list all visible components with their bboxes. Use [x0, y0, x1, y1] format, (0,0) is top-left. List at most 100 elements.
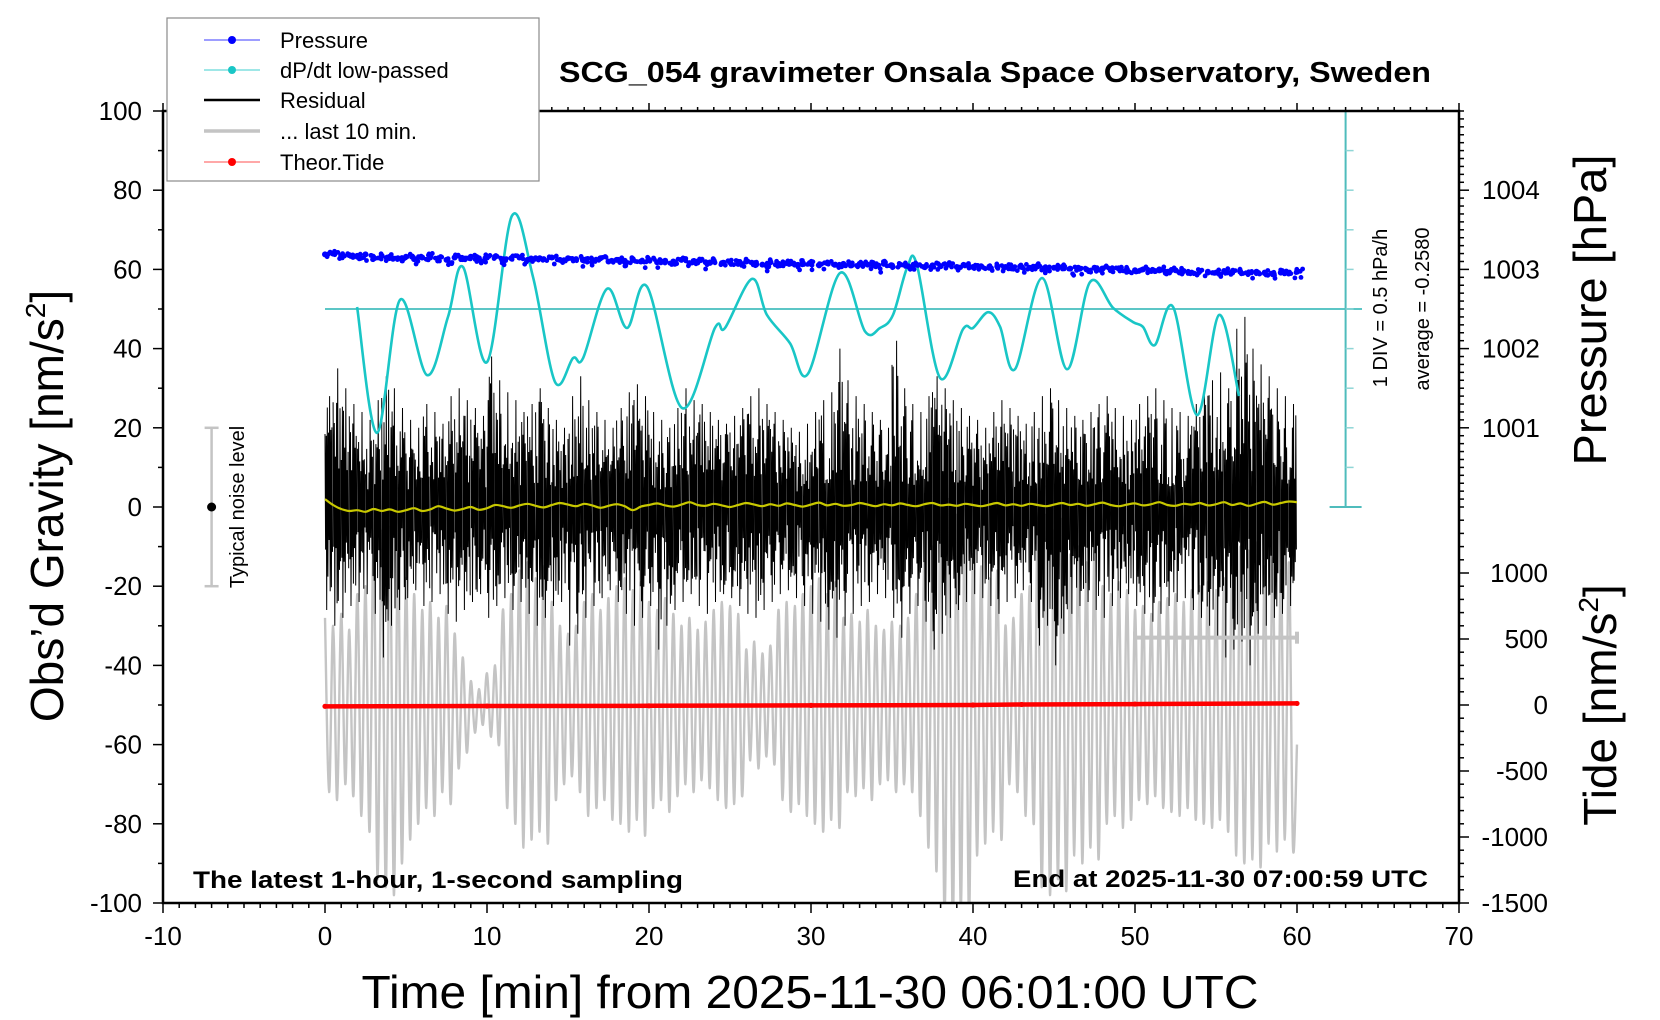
pressure-point: [1066, 266, 1072, 272]
sampling-note: The latest 1-hour, 1-second sampling: [193, 867, 683, 894]
residual-bin: [737, 407, 747, 607]
pressure-point: [1018, 262, 1024, 268]
residual-bin: [1013, 415, 1022, 599]
pressure-point: [1110, 269, 1116, 275]
residual-bin: [883, 427, 892, 599]
pressure-point: [553, 253, 559, 259]
pressure-point: [494, 254, 500, 259]
pressure-point: [472, 252, 478, 258]
residual-bin: [462, 400, 471, 611]
pressure-tick-label: 1002: [1482, 334, 1540, 364]
pressure-point: [1293, 270, 1299, 275]
residual-bin: [1256, 364, 1265, 634]
tide-axis-title-main: Tide [nm/s: [1574, 613, 1626, 826]
residual-bin: [842, 380, 852, 626]
tide-point: [322, 703, 328, 709]
y-tick-label: 40: [113, 334, 142, 364]
legend-label-tide: Theor.Tide: [280, 150, 384, 175]
pressure-point: [800, 258, 805, 263]
pressure-point: [1161, 264, 1167, 270]
pressure-point: [651, 255, 656, 261]
residual-bin: [1191, 403, 1200, 611]
residual-bin: [510, 400, 520, 611]
pressure-point: [896, 261, 902, 266]
residual-bin: [648, 411, 657, 607]
pressure-point: [722, 262, 728, 268]
pressure-point: [1250, 275, 1255, 281]
pressure-point: [884, 263, 890, 269]
pressure-point: [1205, 270, 1210, 276]
residual-bin: [1053, 400, 1062, 666]
pressure-point: [1039, 267, 1045, 273]
pressure-point: [478, 260, 484, 266]
legend-item-residual: Residual: [204, 88, 366, 113]
residual-bin: [964, 415, 973, 603]
pressure-point: [1139, 267, 1144, 272]
overlay-marks: [204, 110, 1362, 644]
pressure-point: [499, 257, 505, 263]
residual-bin: [397, 407, 406, 611]
pressure-point: [797, 267, 802, 273]
y-tick-label: -100: [90, 888, 142, 918]
pressure-point: [946, 260, 952, 265]
pressure-point: [1024, 262, 1029, 267]
pressure-point: [1061, 266, 1067, 272]
y-axis-title: Obs’d Gravity [nm/s2]: [20, 290, 73, 722]
residual-bin: [470, 407, 479, 603]
pressure-point: [799, 262, 805, 268]
pressure-point: [560, 259, 565, 265]
residual-bin: [616, 407, 625, 603]
pressure-axis-title: Pressure [hPa]: [1564, 155, 1616, 466]
residual-bin: [1037, 396, 1046, 646]
pressure-point: [923, 264, 929, 270]
pressure-point: [878, 269, 884, 275]
pressure-point: [764, 268, 770, 274]
pressure-point: [439, 254, 445, 260]
residual-bin: [1004, 407, 1014, 603]
pressure-point: [693, 261, 699, 267]
pressure-point: [1047, 268, 1052, 274]
pressure-point: [459, 254, 465, 260]
pressure-point: [589, 262, 595, 268]
pressure-point: [1117, 268, 1123, 274]
pressure-point: [503, 256, 509, 261]
dpdt-line: [355, 212, 1241, 435]
pressure-point: [621, 259, 627, 265]
pressure-point: [1100, 270, 1105, 276]
residual-bin: [356, 411, 366, 603]
pressure-point: [1118, 264, 1124, 270]
pressure-point: [900, 262, 906, 268]
residual-bin: [915, 411, 925, 607]
residual-bin: [373, 400, 382, 614]
residual-bin: [1215, 372, 1224, 638]
pressure-point: [726, 258, 731, 264]
residual-bin: [1142, 396, 1152, 614]
pressure-point: [589, 255, 594, 261]
residual-bin: [632, 384, 641, 626]
pressure-point: [786, 262, 792, 267]
pressure-point: [987, 263, 993, 269]
pressure-point: [689, 260, 695, 266]
pressure-point: [1286, 271, 1291, 277]
pressure-point: [864, 261, 871, 268]
x-tick-label: 40: [959, 921, 988, 951]
pressure-point: [979, 264, 985, 270]
pressure-point: [913, 260, 918, 266]
pressure-tick-label: 1004: [1482, 175, 1540, 205]
pressure-point: [697, 256, 702, 262]
residual-bin: [851, 396, 860, 614]
residual-bin: [826, 392, 836, 630]
pressure-point: [1021, 270, 1027, 275]
residual-bin: [907, 403, 917, 614]
residual-bin: [932, 376, 941, 650]
pressure-point: [759, 261, 766, 268]
residual-bin: [405, 419, 414, 599]
tide-point: [1019, 701, 1025, 708]
pressure-point: [1086, 269, 1091, 275]
pressure-point: [418, 253, 424, 259]
residual-bin: [478, 415, 487, 595]
pressure-point: [423, 256, 429, 262]
pressure-point: [890, 265, 895, 271]
residual-bin: [348, 403, 358, 607]
pressure-point: [1082, 265, 1088, 271]
